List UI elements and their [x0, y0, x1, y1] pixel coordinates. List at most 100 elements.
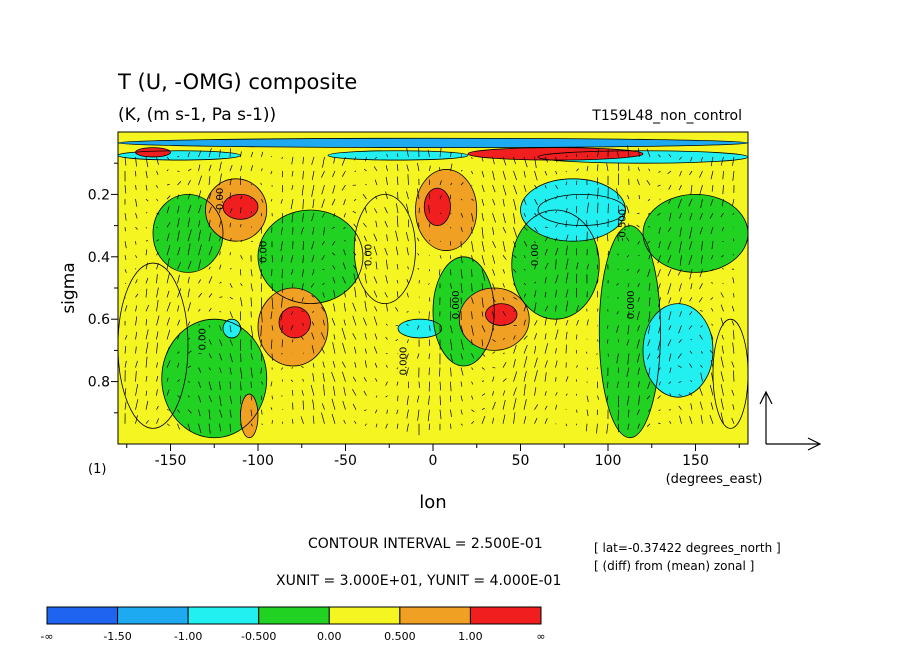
wind-vector	[627, 195, 630, 200]
wind-vector	[198, 204, 202, 214]
wind-vector	[647, 212, 651, 215]
wind-vector	[177, 218, 180, 228]
wind-vector	[709, 212, 714, 219]
y-axis: 0.2 0.4 0.6 0.8	[88, 162, 118, 414]
wind-vector	[565, 258, 569, 270]
wind-vector	[626, 339, 630, 346]
contour-label: 0.00	[198, 328, 209, 350]
wind-vector	[502, 378, 507, 382]
wind-vector	[471, 156, 473, 159]
wind-vector	[177, 305, 180, 312]
wind-vector	[626, 395, 630, 406]
wind-vector	[156, 315, 160, 326]
contour-line	[152, 193, 224, 273]
wind-vector	[385, 381, 388, 386]
wind-vector	[331, 198, 336, 206]
colorbar-label: ∞	[536, 630, 545, 643]
wind-vector	[135, 383, 139, 396]
wind-vector	[637, 423, 640, 429]
wind-vector	[281, 269, 283, 279]
wind-vector	[302, 170, 304, 180]
wind-vector	[291, 283, 294, 288]
wind-vector	[502, 156, 507, 166]
wind-vector	[322, 292, 325, 298]
wind-vector	[647, 226, 651, 228]
wind-vector	[658, 422, 661, 425]
wind-vector	[555, 392, 558, 396]
wind-vector	[385, 191, 388, 200]
x-tick-label: -150	[155, 453, 187, 469]
wind-vector	[310, 384, 315, 396]
wind-vector	[332, 170, 336, 178]
wind-vector	[513, 398, 517, 410]
contour-line	[467, 147, 644, 161]
wind-vector	[333, 334, 336, 340]
wind-vector	[124, 213, 127, 221]
wind-vector	[406, 311, 409, 313]
wind-vector	[385, 395, 388, 398]
wind-vector	[145, 304, 150, 312]
wind-vector	[166, 409, 170, 411]
wind-vector	[240, 240, 243, 243]
wind-vector	[555, 170, 558, 175]
wind-vector	[281, 395, 283, 397]
wind-vector	[565, 170, 567, 173]
wind-vector	[333, 386, 336, 396]
wind-vector	[177, 274, 180, 284]
wind-vector	[261, 409, 263, 415]
wind-vector	[250, 211, 253, 214]
wind-vector	[657, 255, 661, 264]
wind-vector	[636, 311, 640, 321]
wind-vector	[565, 234, 569, 242]
wind-vector	[667, 241, 672, 250]
wind-vector	[406, 279, 409, 284]
wind-vector	[397, 191, 399, 200]
wind-vector	[187, 243, 191, 256]
wind-vector	[145, 239, 149, 242]
wind-vector	[332, 184, 336, 194]
wind-vector	[668, 184, 672, 190]
wind-vector	[341, 184, 346, 191]
wind-vector	[354, 170, 357, 172]
wind-vector	[648, 168, 651, 172]
wind-vector	[657, 353, 661, 359]
wind-vector	[471, 395, 474, 400]
wind-vector	[145, 329, 149, 340]
wind-vector	[586, 409, 589, 417]
wind-vector	[145, 375, 148, 382]
wind-vector	[198, 367, 202, 373]
wind-vector	[332, 265, 336, 270]
wind-vector	[145, 198, 149, 202]
colorbar-swatch	[399, 606, 471, 625]
wind-vector	[429, 325, 431, 331]
wind-vector	[534, 387, 537, 396]
wind-vector	[606, 395, 609, 403]
wind-vector	[291, 297, 294, 302]
contour-line	[423, 187, 451, 227]
wind-vector	[668, 154, 672, 158]
wind-vector	[668, 325, 672, 331]
wind-vector	[229, 381, 232, 389]
wind-vector	[250, 240, 253, 243]
wind-vector	[219, 251, 221, 256]
wind-vector	[481, 311, 484, 317]
wind-vector	[450, 182, 453, 186]
wind-vector	[208, 367, 211, 371]
wind-vector	[208, 276, 213, 284]
contour-line	[485, 303, 518, 326]
wind-vector	[229, 148, 231, 157]
wind-vector	[646, 148, 651, 158]
wind-vector	[416, 325, 420, 330]
wind-vector	[312, 372, 315, 382]
wind-vector	[636, 179, 640, 186]
wind-vector	[240, 297, 243, 307]
wind-vector	[364, 156, 367, 162]
wind-vector	[502, 241, 506, 252]
wind-vector	[699, 401, 703, 410]
wind-vector	[250, 409, 253, 417]
wind-vector	[720, 371, 724, 382]
wind-vector	[721, 227, 724, 232]
wind-vector	[374, 362, 378, 368]
wind-vector	[586, 155, 589, 158]
